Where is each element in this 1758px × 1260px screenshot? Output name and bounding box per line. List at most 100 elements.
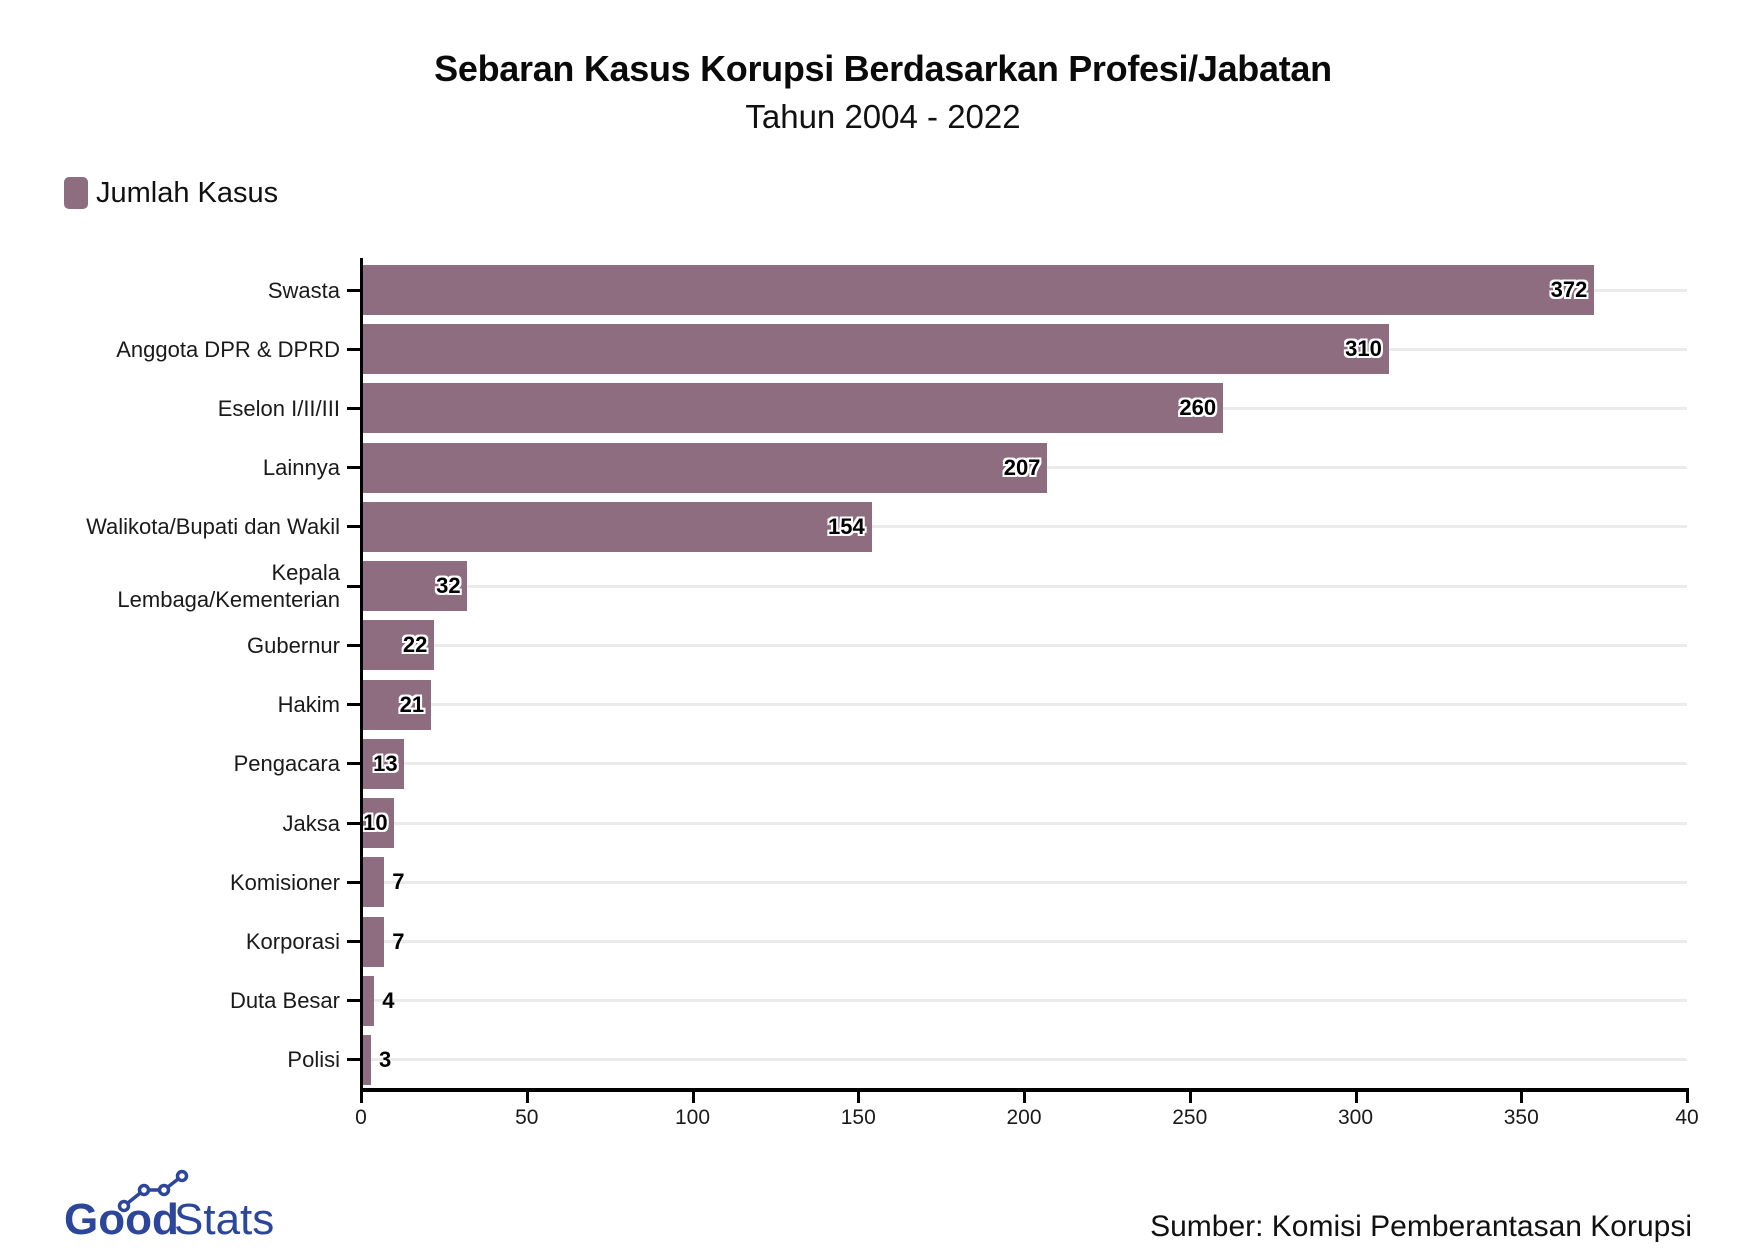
category-label-line: Pengacara [233, 751, 340, 777]
category-label: Pengacara [234, 750, 340, 777]
chart-title: Sebaran Kasus Korupsi Berdasarkan Profes… [434, 48, 1332, 89]
category-label-line: Hakim [277, 692, 340, 718]
category-label: Hakim [278, 691, 340, 718]
y-tick [347, 999, 361, 1003]
bar[interactable] [361, 442, 1048, 493]
y-tick [347, 466, 361, 470]
x-tick-label: 50 [515, 1106, 539, 1129]
category-label: Kepala Lembaga/Kementerian [117, 559, 340, 613]
gridline [361, 584, 1687, 588]
category-label-line: Kepala [271, 560, 340, 586]
bar[interactable] [361, 265, 1595, 315]
y-tick [347, 288, 361, 292]
category-label: Anggota DPR & DPRD [116, 336, 340, 363]
x-tick [525, 1090, 529, 1103]
category-label-line: Gubernur [247, 632, 340, 658]
bar[interactable] [361, 561, 468, 612]
gridline [361, 880, 1687, 884]
chart-subtitle: Tahun 2004 - 2022 [745, 98, 1021, 135]
bar[interactable] [361, 324, 1389, 375]
x-tick-label: 150 [840, 1106, 876, 1129]
x-tick-label: 200 [1006, 1106, 1042, 1129]
bar[interactable] [361, 738, 405, 789]
x-tick [360, 1090, 363, 1103]
value-label: 4 [382, 987, 395, 1013]
x-tick-label: 0 [355, 1106, 367, 1129]
value-label: 13 [373, 750, 398, 776]
value-label: 3 [378, 1046, 392, 1072]
y-tick [347, 703, 361, 707]
category-label: Swasta [268, 277, 340, 304]
gridline [361, 1058, 1687, 1062]
category-label-line: Anggota DPR & DPRD [116, 336, 340, 362]
x-tick [691, 1090, 695, 1103]
gridline [361, 999, 1687, 1003]
category-label-line: Swasta [267, 277, 340, 303]
category-label-line: Jaksa [282, 810, 340, 836]
category-label-line: Lainnya [262, 455, 340, 481]
category-label: Eselon I/II/III [218, 395, 340, 422]
bar[interactable] [361, 916, 385, 967]
logo-text-good: Good [64, 1195, 179, 1240]
value-label: 22 [402, 632, 428, 658]
y-tick [347, 940, 361, 944]
y-tick [347, 584, 361, 588]
category-label: Komisioner [230, 869, 340, 896]
bar[interactable] [361, 679, 431, 730]
logo-text-stats: Stats [174, 1195, 274, 1240]
bar[interactable] [361, 383, 1223, 434]
bar[interactable] [361, 620, 434, 671]
legend-swatch [64, 177, 88, 209]
category-label-line: Polisi [287, 1047, 340, 1073]
bar[interactable] [361, 501, 872, 552]
category-label: Lainnya [263, 454, 340, 481]
legend-label: Jumlah Kasus [96, 176, 279, 209]
category-label-line: Duta Besar [229, 988, 340, 1014]
y-tick [347, 525, 361, 529]
legend: Jumlah Kasus [64, 176, 278, 210]
value-label: 7 [392, 869, 405, 895]
value-label: 10 [363, 810, 388, 836]
y-tick [347, 821, 361, 825]
category-label-line: Eselon I/II/III [217, 395, 340, 421]
y-tick [347, 406, 361, 410]
y-tick [347, 1058, 361, 1062]
value-label: 260 [1179, 395, 1217, 421]
category-label-line: Korporasi [245, 929, 340, 955]
y-tick [347, 643, 361, 647]
category-label-line: Lembaga/Kementerian [117, 587, 340, 613]
gridline [361, 821, 1687, 825]
category-label-line: Walikota/Bupati dan Wakil [86, 514, 340, 540]
y-tick [347, 880, 361, 884]
x-tick [857, 1090, 861, 1103]
value-label: 310 [1345, 336, 1382, 362]
x-tick [1686, 1090, 1689, 1103]
gridline [361, 703, 1687, 707]
value-label: 207 [1003, 454, 1041, 480]
x-tick [1023, 1090, 1026, 1103]
category-label: Gubernur [247, 632, 340, 659]
x-tick-label: 250 [1172, 1106, 1208, 1129]
bar[interactable] [361, 975, 375, 1026]
gridline [361, 762, 1687, 766]
y-tick [347, 347, 361, 351]
bar[interactable] [361, 857, 385, 908]
gridline [361, 940, 1687, 944]
goodstats-logo: Good Stats [64, 1168, 304, 1244]
x-tick-label: 100 [674, 1106, 711, 1129]
bar[interactable] [361, 798, 395, 849]
category-label: Walikota/Bupati dan Wakil [86, 513, 340, 540]
bar[interactable] [361, 1034, 371, 1085]
x-tick-label: 40 [1675, 1106, 1699, 1129]
bar-chart: Swasta 372 Anggota DPR & DPRD 310 Eselon I/I… [86, 258, 1699, 1129]
category-label: Korporasi [246, 928, 340, 955]
value-label: 7 [392, 928, 405, 954]
x-tick-label: 350 [1503, 1106, 1539, 1129]
value-label: 154 [828, 513, 865, 539]
value-label: 372 [1550, 277, 1588, 302]
source-note: Sumber: Komisi Pemberantasan Korupsi [1150, 1210, 1692, 1243]
category-label: Duta Besar [230, 987, 340, 1014]
gridline [361, 525, 1687, 529]
gridline [361, 643, 1687, 647]
value-label: 21 [399, 691, 425, 717]
